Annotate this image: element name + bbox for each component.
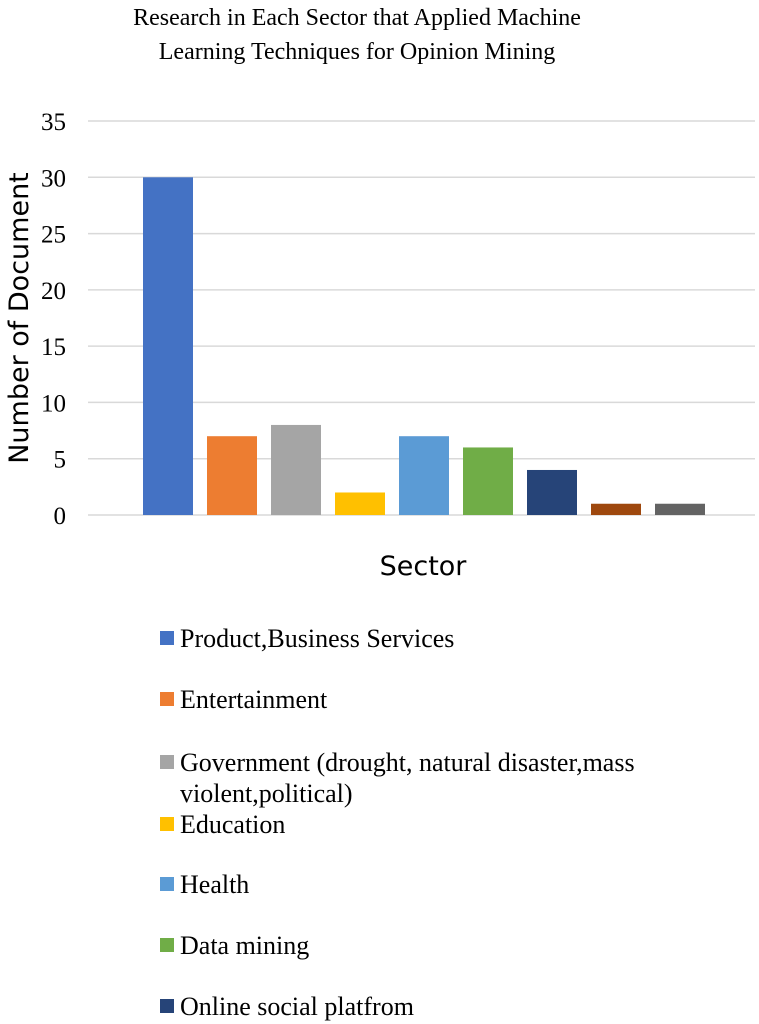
legend-item: Health [160,870,249,899]
legend-label: Online social platfrom [180,992,414,1021]
x-axis-title: Sector [380,551,468,582]
legend-swatch [160,755,174,769]
bar-2 [207,436,257,515]
bar-4 [335,492,385,515]
y-axis-title: Number of Document [4,172,35,464]
legend: Product,Business Services Entertainment Go… [160,624,635,1021]
legend-label: Government (drought, natural disaster,ma… [180,748,635,808]
legend-swatch [160,877,174,891]
bar-9 [655,503,705,515]
bars [143,177,705,516]
legend-item: Product,Business Services [160,624,454,653]
legend-swatch [160,999,174,1013]
y-tick-label: 35 [41,109,66,136]
y-tick-label: 0 [54,503,67,530]
legend-item: Data mining [160,931,309,960]
legend-swatch [160,631,174,645]
chart-title-line-1: Research in Each Sector that Applied Mac… [133,5,581,31]
legend-item: Government (drought, natural disaster,ma… [160,748,635,808]
legend-swatch [160,938,174,952]
bar-3 [271,424,321,515]
chart-title-line-2: Learning Techniques for Opinion Mining [159,39,555,65]
y-tick-label: 15 [41,334,66,361]
bar-5 [399,436,449,515]
bar-7 [527,469,577,515]
legend-label: Entertainment [180,685,328,714]
legend-swatch [160,817,174,831]
gridlines [88,120,755,516]
legend-label: Product,Business Services [180,624,454,653]
bar-6 [463,447,513,515]
legend-item: Entertainment [160,685,328,714]
legend-item: Education [160,810,285,839]
y-axis-ticks: 0 5 10 15 20 25 30 35 [41,109,66,530]
y-tick-label: 10 [41,390,66,417]
y-tick-label: 5 [54,447,67,474]
legend-swatch [160,692,174,706]
legend-label: Data mining [180,931,309,960]
bar-1 [143,177,193,516]
y-tick-label: 25 [41,222,66,249]
legend-item: Online social platfrom [160,992,414,1021]
bar-8 [591,503,641,515]
y-tick-label: 20 [41,278,66,305]
legend-label: Education [180,810,285,839]
legend-label: Health [180,870,249,899]
y-tick-label: 30 [41,165,66,192]
